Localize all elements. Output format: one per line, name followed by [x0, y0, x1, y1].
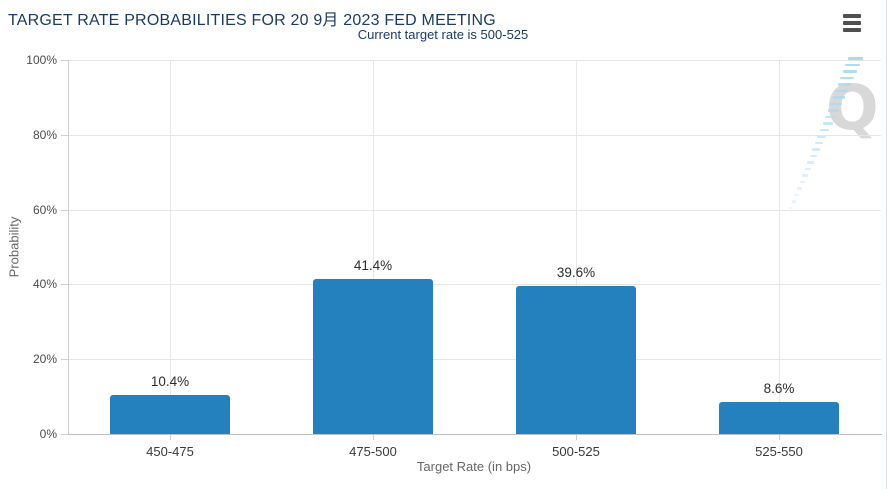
- y-axis-title: Probability: [6, 216, 22, 278]
- y-axis-label: 100%: [26, 53, 57, 67]
- y-axis-line: [68, 60, 69, 434]
- x-axis-tick: [576, 435, 577, 440]
- bar-475-500[interactable]: [313, 279, 433, 434]
- x-axis-title: Target Rate (in bps): [416, 459, 532, 474]
- x-axis-category-label-475-500: 475-500: [349, 444, 397, 459]
- x-gridline-500-525: [576, 60, 577, 434]
- bar-value-label-500-525: 39.6%: [556, 265, 596, 280]
- y-gridline-60%: [68, 210, 881, 211]
- x-gridline-475-500: [373, 60, 374, 434]
- y-axis-tick: [61, 434, 68, 435]
- y-axis-tick: [61, 135, 68, 136]
- y-axis-label: 60%: [32, 203, 57, 217]
- x-gridline-450-475: [170, 60, 171, 434]
- y-gridline-100%: [68, 60, 881, 61]
- y-axis-tick: [61, 284, 68, 285]
- y-gridline-20%: [68, 359, 881, 360]
- y-gridline-80%: [68, 135, 881, 136]
- bar-value-label-450-475: 10.4%: [150, 374, 190, 389]
- hamburger-icon: [842, 14, 862, 32]
- x-axis-tick: [779, 435, 780, 440]
- chart-subtitle: Current target rate is 500-525: [357, 27, 529, 42]
- y-axis-label: 40%: [32, 277, 57, 291]
- bar-value-label-525-550: 8.6%: [763, 381, 795, 396]
- bar-450-475[interactable]: [110, 395, 230, 434]
- bar-525-550[interactable]: [719, 402, 839, 434]
- chart-title: TARGET RATE PROBABILITIES FOR 20 9月 2023…: [8, 12, 496, 29]
- y-axis-label: 0%: [39, 427, 57, 441]
- y-axis-tick: [61, 60, 68, 61]
- x-axis-category-label-500-525: 500-525: [552, 444, 600, 459]
- x-axis-tick: [373, 435, 374, 440]
- bar-value-label-475-500: 41.4%: [353, 258, 393, 273]
- bar-500-525[interactable]: [516, 286, 636, 434]
- y-axis-tick: [61, 210, 68, 211]
- x-gridline-525-550: [779, 60, 780, 434]
- y-gridline-40%: [68, 284, 881, 285]
- x-axis-tick: [170, 435, 171, 440]
- x-axis-category-label-525-550: 525-550: [755, 444, 803, 459]
- chart-context-menu-button[interactable]: [839, 11, 865, 35]
- x-axis-category-label-450-475: 450-475: [146, 444, 194, 459]
- y-axis-tick: [61, 359, 68, 360]
- x-axis-line: [68, 434, 882, 435]
- y-axis-label: 20%: [32, 352, 57, 366]
- y-axis-label: 80%: [32, 128, 57, 142]
